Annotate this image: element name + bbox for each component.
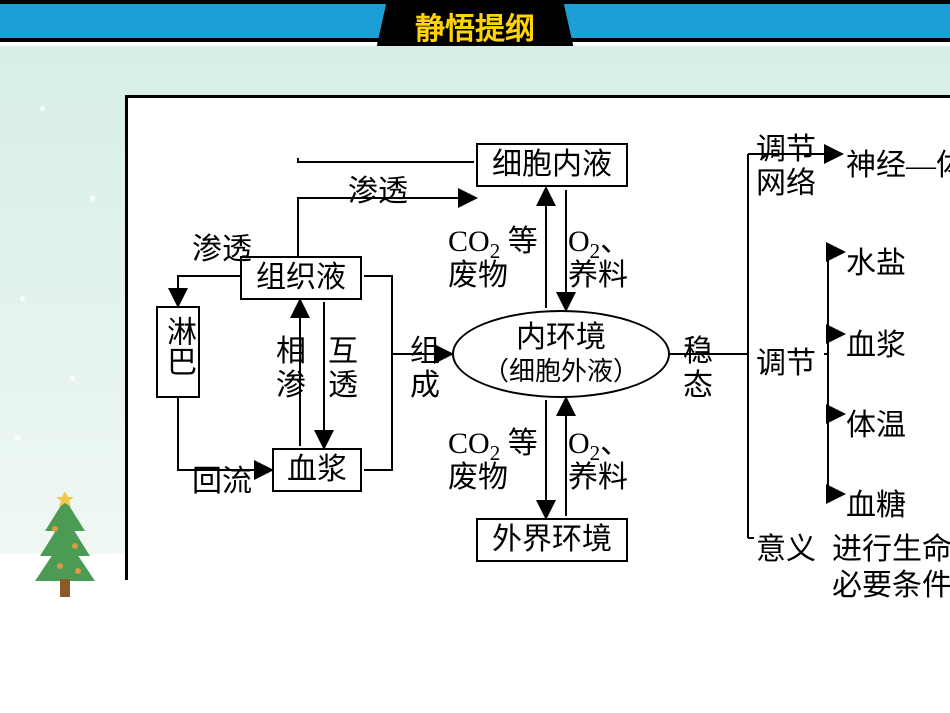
node-intracellular: 细胞内液 xyxy=(476,143,628,187)
label-reflux: 回流 xyxy=(192,456,252,500)
label-osmosis-left: 渗透 xyxy=(192,224,252,268)
snowflake-icon xyxy=(90,196,95,201)
concept-diagram: 细胞内液 组织液 淋巴 血浆 内环境 （细胞外液） 外界环境 渗透 渗透 相 渗… xyxy=(125,95,950,580)
snowflake-icon xyxy=(40,106,45,111)
meaning-line-2: 必要条件 xyxy=(832,560,950,604)
snowflake-icon xyxy=(20,296,25,301)
label-o2-up-2: 养料 xyxy=(568,250,628,294)
label-steady-2: 态 xyxy=(683,360,713,404)
label-mutual-2: 渗 xyxy=(276,360,306,404)
tree-icon xyxy=(30,491,100,606)
label-significance: 意义 xyxy=(756,524,816,568)
label-osmosis-top: 渗透 xyxy=(348,166,408,210)
label-o2-dn-2: 养料 xyxy=(568,452,628,496)
branch-blood-sugar: 血糖 xyxy=(846,480,906,524)
node-lymph-label: 淋巴 xyxy=(160,316,196,376)
node-lymph: 淋巴 xyxy=(156,306,200,398)
label-compose-2: 成 xyxy=(410,360,440,404)
label-co2-dn-2: 废物 xyxy=(448,452,508,496)
internal-env-line2: （细胞外液） xyxy=(483,356,639,387)
internal-env-line1: 内环境 xyxy=(516,320,606,356)
node-external-env: 外界环境 xyxy=(476,518,628,562)
branch-water-salt: 水盐 xyxy=(846,238,906,282)
label-regulate: 调节 xyxy=(756,338,816,382)
label-permeate-2: 透 xyxy=(328,360,358,404)
snowflake-icon xyxy=(70,376,75,381)
label-co2-up-2: 废物 xyxy=(448,250,508,294)
node-plasma: 血浆 xyxy=(272,448,362,492)
label-regnet-2: 网络 xyxy=(756,158,816,202)
node-internal-env: 内环境 （细胞外液） xyxy=(452,310,670,398)
branch-body-temp: 体温 xyxy=(846,400,906,444)
node-tissue-fluid: 组织液 xyxy=(240,256,362,300)
snowflake-icon xyxy=(15,436,20,441)
branch-nerve: 神经—体 xyxy=(846,140,950,184)
branch-plasma: 血浆 xyxy=(846,320,906,364)
